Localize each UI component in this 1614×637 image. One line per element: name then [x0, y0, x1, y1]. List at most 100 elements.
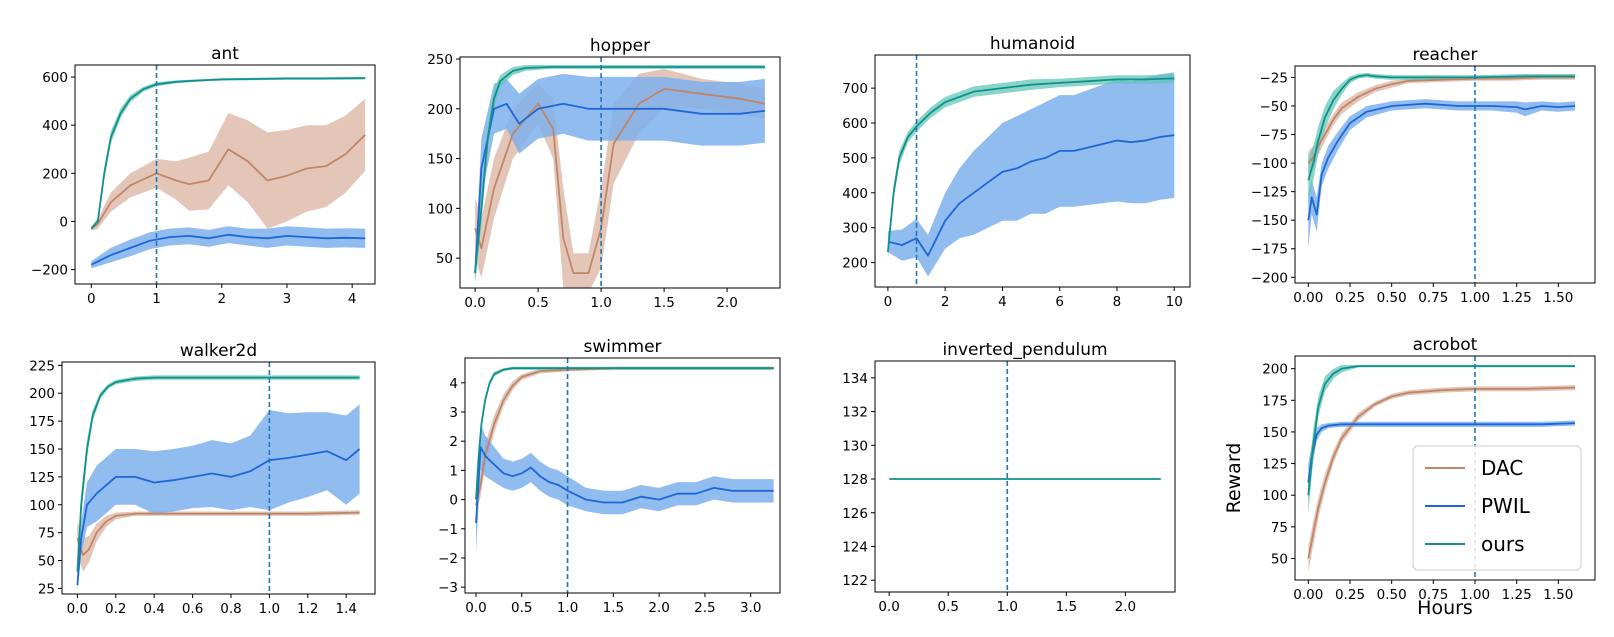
x-tick-label: 1.00	[1460, 290, 1490, 306]
plot-area	[887, 55, 1175, 287]
series-line-ours	[474, 66, 765, 274]
band-pwil	[475, 73, 765, 284]
plot-area	[1307, 66, 1576, 283]
panel-inverted_pendulum: inverted_pendulum 0.0 0.5 1.0 1.5 2.0 122 124 12…	[842, 340, 1176, 615]
x-tick-label: 2.0	[1115, 599, 1136, 615]
x-tick-label: 0	[884, 294, 893, 310]
axes-frame	[1294, 65, 1596, 284]
panel-acrobot: acrobot 0.00 0.25 0.50 0.75 1.00 1.25 1.50 50 75 1…	[1223, 335, 1596, 619]
chart-title: walker2d	[180, 341, 257, 361]
y-tick-label: 700	[842, 81, 868, 97]
y-tick-label: 400	[42, 118, 68, 134]
y-tick-label: −50	[1260, 99, 1289, 115]
legend-label: DAC	[1481, 456, 1523, 480]
x-tick-label: 2.0	[648, 600, 669, 616]
x-tick-label: 0.0	[465, 600, 486, 616]
x-tick-label: 1.2	[297, 601, 318, 617]
y-tick-label: −150	[1251, 213, 1288, 229]
band-ours	[1308, 72, 1575, 204]
y-tick-label: 0	[449, 493, 458, 509]
chart-title: humanoid	[990, 34, 1075, 54]
band-pwil	[77, 404, 360, 591]
series-line-dac	[1307, 386, 1576, 559]
y-tick-label: 100	[1262, 488, 1288, 504]
x-tick-label: 2.5	[694, 600, 715, 616]
y-tick-label: 150	[427, 152, 453, 168]
y-tick-label: 200	[42, 166, 68, 182]
band-dac	[77, 510, 360, 572]
y-tick-label: 4	[449, 376, 458, 392]
y-tick-label: 132	[842, 405, 868, 421]
x-tick-label: 1.0	[590, 295, 611, 311]
x-tick-label: 10	[1166, 294, 1183, 310]
panel-swimmer: swimmer 0.0 0.5 1.0 1.5 2.0 2.5 3.0 −3 −2 −1 0 1 2 3 4	[438, 337, 781, 616]
y-tick-label: −1	[438, 522, 458, 538]
x-tick-label: 1.25	[1502, 290, 1532, 306]
plot-area	[475, 358, 774, 593]
series-line-pwil	[474, 102, 766, 274]
series-line-pwil	[76, 448, 361, 586]
y-tick-label: 1	[449, 463, 458, 479]
x-tick-label: 1.25	[1502, 587, 1532, 603]
x-tick-label: 0.2	[105, 601, 126, 617]
y-tick-label: 3	[449, 405, 458, 421]
y-tick-label: 25	[38, 581, 55, 597]
y-tick-label: 175	[29, 414, 55, 430]
y-tick-label: 150	[1262, 425, 1288, 441]
y-tick-label: 200	[29, 386, 55, 402]
x-tick-label: 0.25	[1335, 290, 1365, 306]
x-tick-label: 8	[1113, 294, 1122, 310]
y-tick-label: 200	[427, 102, 453, 118]
x-tick-label: 2.0	[716, 295, 737, 311]
y-tick-label: −2	[438, 551, 458, 567]
series-line-pwil	[90, 233, 366, 266]
axes-frame	[874, 54, 1191, 288]
y-axis-label: Reward	[1223, 443, 1245, 514]
panel-ant: ant 0 1 2 3 4 −200 0 200 400 600	[31, 44, 376, 307]
y-tick-label: 200	[1262, 362, 1288, 378]
y-tick-label: −25	[1260, 70, 1289, 86]
panel-reacher: reacher 0.00 0.25 0.50 0.75 1.00 1.25 1.50 −200 −…	[1251, 45, 1596, 306]
series-line-pwil	[887, 134, 1175, 257]
x-tick-label: 1.00	[1460, 587, 1490, 603]
legend: DAC PWIL ours	[1412, 445, 1582, 571]
y-tick-label: 125	[29, 470, 55, 486]
legend-label: PWIL	[1481, 494, 1531, 518]
y-tick-label: 225	[29, 358, 55, 374]
y-tick-label: −100	[1251, 156, 1288, 172]
y-tick-label: 130	[842, 438, 868, 454]
plot-area	[76, 362, 361, 594]
series-line-ours	[76, 376, 360, 572]
legend-label: ours	[1481, 532, 1525, 556]
y-tick-label: 600	[842, 116, 868, 132]
x-tick-label: 0.5	[527, 295, 548, 311]
x-tick-label: 1.4	[335, 601, 356, 617]
y-tick-label: 400	[842, 186, 868, 202]
chart-title: reacher	[1412, 45, 1477, 65]
series-line-pwil	[1307, 102, 1576, 221]
x-tick-label: 2	[217, 291, 226, 307]
y-tick-label: −200	[1251, 270, 1288, 286]
y-tick-label: 50	[38, 554, 55, 570]
band-pwil	[476, 423, 774, 553]
x-tick-label: 1	[152, 291, 161, 307]
panel-walker2d: walker2d 0.0 0.2 0.4 0.6 0.8 1.0 1.2 1.4 25 50 75 10…	[29, 341, 376, 617]
y-tick-label: 100	[427, 201, 453, 217]
x-tick-label: 0.5	[511, 600, 532, 616]
y-tick-label: 75	[38, 526, 55, 542]
series-line-ours	[1307, 365, 1575, 496]
x-tick-label: 3	[283, 291, 292, 307]
axes-frame	[874, 360, 1176, 593]
y-tick-label: 250	[427, 52, 453, 68]
x-tick-label: 0.00	[1293, 587, 1323, 603]
x-tick-label: 0	[87, 291, 96, 307]
y-tick-label: −75	[1260, 128, 1289, 144]
x-tick-label: 0.50	[1377, 587, 1407, 603]
x-tick-label: 1.50	[1543, 587, 1573, 603]
y-tick-label: 124	[842, 539, 868, 555]
y-tick-label: −3	[438, 580, 458, 596]
y-tick-label: 200	[842, 256, 868, 272]
legend-box	[1412, 445, 1582, 571]
axes-frame	[61, 361, 376, 595]
band-pwil	[887, 72, 1175, 277]
